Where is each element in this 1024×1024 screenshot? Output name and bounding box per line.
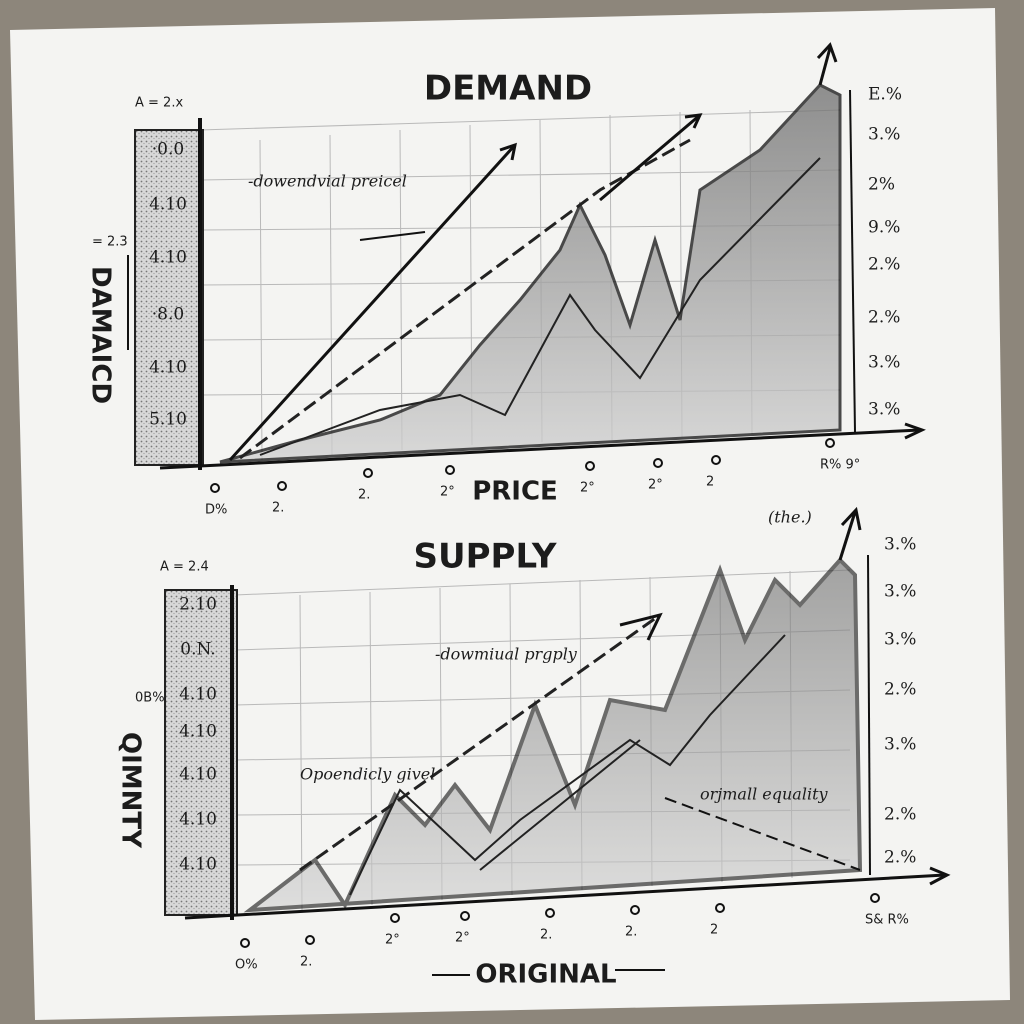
right-scale-label: 3.% [884, 582, 916, 602]
arrow-line [599, 113, 701, 202]
x-tick-label: D% [205, 503, 227, 518]
annotation: -dowmiual prgply [435, 645, 578, 664]
tick-knob [445, 465, 455, 475]
annotation: -dowendvial preicel [248, 172, 407, 191]
right-scale-label: 2.% [884, 805, 916, 825]
tick-knob [390, 913, 400, 923]
left-scale-label: 4.10 [179, 685, 217, 705]
left-scale-label: 4.10 [149, 195, 187, 215]
right-scale-label: 3.% [884, 630, 916, 650]
x-tick-label: 2. [358, 488, 370, 503]
left-scale-label: 2.10 [179, 595, 217, 615]
annotation: orjmall equality [700, 785, 828, 804]
tick-knob [277, 481, 287, 491]
annotation-arrow [664, 797, 861, 871]
x-tick-label: 2. [272, 501, 284, 516]
left-scale-column [134, 129, 204, 466]
x-tick-label: 2. [625, 925, 637, 940]
tick-knob [825, 438, 835, 448]
right-scale-label: 3.% [884, 735, 916, 755]
annotation-arrow [359, 231, 426, 241]
left-scale-column [164, 589, 238, 916]
x-tick-label: 2 [706, 475, 714, 490]
y-axis-title: DAMAICD [86, 266, 116, 404]
tick-knob [585, 461, 595, 471]
x-axis-title: ORIGINAL [475, 960, 616, 990]
tick-knob [653, 458, 663, 468]
x-axis-title: PRICE [472, 477, 558, 507]
left-scale-label: ·0.0 [152, 140, 184, 160]
x-tick-label: 2° [385, 933, 400, 948]
tick-knob [870, 893, 880, 903]
tick-knob [630, 905, 640, 915]
dashed-trend [299, 613, 661, 872]
right-axis [867, 554, 871, 876]
tick-knob [711, 455, 721, 465]
left-scale-label: 4.10 [149, 248, 187, 268]
corner-label: A = 2.x [135, 96, 183, 111]
left-scale-label: ·8.0 [152, 305, 184, 325]
left-scale-label: 4.10 [179, 855, 217, 875]
x-tick-label: 2° [455, 931, 470, 946]
right-scale-label: 3.% [868, 125, 900, 145]
x-tick-label: 2. [300, 955, 312, 970]
right-scale-label: 2% [868, 175, 895, 195]
x-tick-label: 2 [710, 923, 718, 938]
left-scale-label: 4.10 [149, 358, 187, 378]
tick-knob [305, 935, 315, 945]
right-scale-label: 2.% [868, 255, 900, 275]
title: SUPPLY [414, 537, 557, 577]
right-scale-label: 3.% [884, 535, 916, 555]
tick-knob [240, 938, 250, 948]
x-tick-label: S& R% [865, 913, 909, 928]
arrow-line [228, 143, 517, 462]
x-tick-label: 2. [540, 928, 552, 943]
annotation: (the.) [768, 508, 812, 527]
right-scale-label: E.% [868, 85, 902, 105]
left-scale-label: 4.10 [179, 765, 217, 785]
side-label: = 2.3 [92, 235, 128, 250]
left-scale-label: 5.10 [149, 410, 187, 430]
left-scale-label: 4.10 [179, 722, 217, 742]
x-tick-label: R% 9° [820, 458, 860, 473]
right-scale-label: 3.% [868, 400, 900, 420]
corner-label: A = 2.4 [160, 560, 209, 575]
x-axis [159, 428, 921, 470]
left-scale-label: 4.10 [179, 810, 217, 830]
x-axis [184, 873, 946, 920]
dashed-trend [239, 138, 691, 460]
x-tick-label: O% [235, 958, 258, 973]
tick-knob [545, 908, 555, 918]
x-tick-label: 2° [648, 478, 663, 493]
title: DEMAND [424, 69, 592, 109]
demand-line [259, 157, 821, 456]
side-label: 0B% [135, 691, 165, 706]
annotation: Opoendicly givel [300, 765, 435, 784]
right-scale-label: 3.% [868, 353, 900, 373]
y-axis-title: QIMNTY [116, 732, 146, 849]
right-scale-label: 9.% [868, 218, 900, 238]
demand-area [219, 83, 842, 464]
tick-knob [210, 483, 220, 493]
right-scale-label: 2.% [884, 848, 916, 868]
right-axis [849, 89, 856, 433]
x-tick-label: 2° [580, 481, 595, 496]
right-scale-label: 2.% [868, 308, 900, 328]
left-scale-label: 0.N. [180, 640, 215, 660]
tick-knob [715, 903, 725, 913]
tick-knob [460, 911, 470, 921]
supply-line [349, 634, 786, 896]
x-tick-label: 2° [440, 485, 455, 500]
tick-knob [363, 468, 373, 478]
right-scale-label: 2.% [884, 680, 916, 700]
